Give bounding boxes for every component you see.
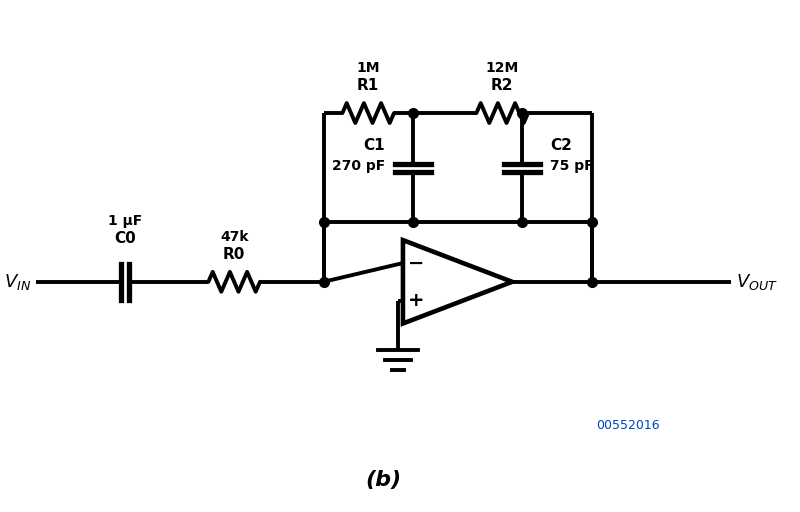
Text: 12M: 12M [486,61,519,75]
Text: (b): (b) [365,471,401,490]
Text: R0: R0 [223,247,246,262]
Text: −: − [408,253,424,272]
Text: C2: C2 [550,138,572,153]
Text: R1: R1 [357,78,379,93]
Text: 1 μF: 1 μF [108,214,142,228]
Text: 270 pF: 270 pF [332,159,385,173]
Text: C0: C0 [114,231,136,246]
Text: 00552016: 00552016 [597,419,660,432]
Text: R2: R2 [491,78,514,93]
Text: $V_{IN}$: $V_{IN}$ [3,272,30,292]
Text: C1: C1 [363,138,385,153]
Text: 75 pF: 75 pF [550,159,594,173]
Text: 1M: 1M [357,61,380,75]
Text: +: + [407,291,424,310]
Text: $V_{OUT}$: $V_{OUT}$ [737,272,778,292]
Text: 47k: 47k [220,230,249,244]
